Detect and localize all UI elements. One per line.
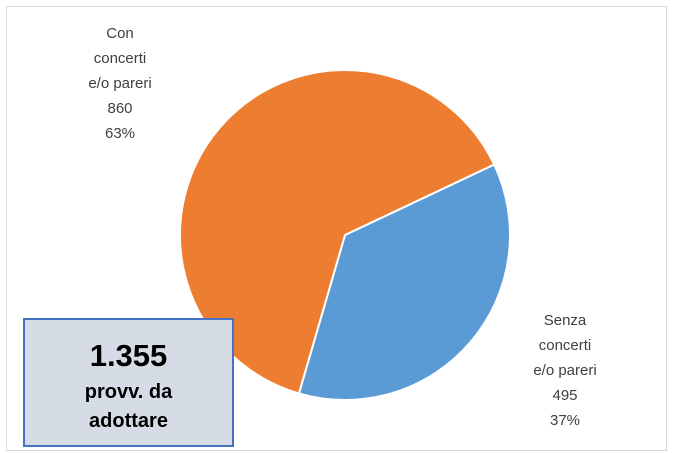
label-value: 860 bbox=[107, 100, 133, 117]
total-value: 1.355 bbox=[89, 338, 168, 373]
total-text: provv. da adottare bbox=[84, 381, 173, 432]
label-category: Con concerti e/o pareri bbox=[88, 25, 152, 92]
slice-label: Senza concerti e/o pareri 495 37% bbox=[527, 308, 603, 433]
label-category: Senza concerti e/o pareri bbox=[533, 312, 597, 379]
chart-frame bbox=[6, 6, 667, 451]
slice-label: Con concerti e/o pareri 860 63% bbox=[82, 21, 158, 146]
total-box: 1.355 provv. da adottare bbox=[23, 318, 234, 447]
pie-slice bbox=[297, 163, 511, 401]
label-percent: 63% bbox=[104, 125, 136, 142]
label-value: 495 bbox=[552, 387, 578, 404]
label-percent: 37% bbox=[549, 412, 581, 429]
